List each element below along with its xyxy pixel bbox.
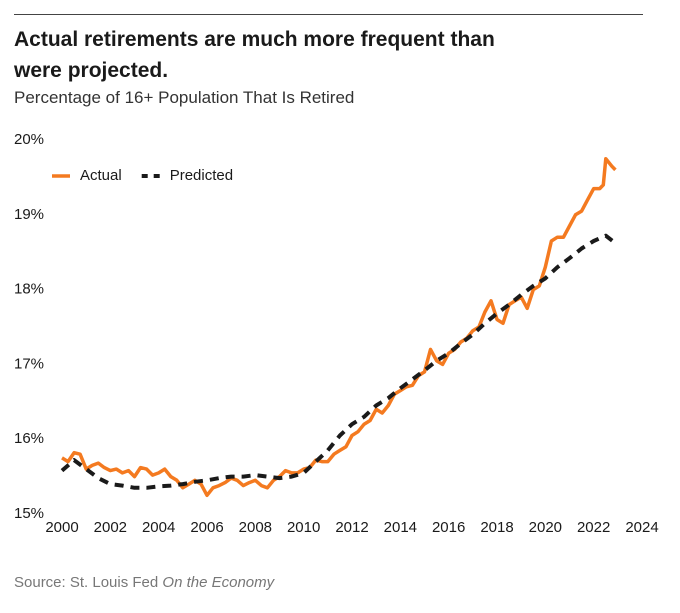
x-tick-label: 2006 [190, 519, 223, 536]
x-tick-label: 2022 [577, 519, 610, 536]
top-rule [14, 14, 643, 15]
source: Source: St. Louis Fed [14, 574, 159, 591]
y-tick-label: 20% [14, 131, 44, 148]
y-tick-label: 18% [14, 281, 44, 298]
y-tick-label: 19% [14, 206, 44, 223]
x-tick-label: 2008 [239, 519, 272, 536]
series-line [60, 233, 617, 490]
series-line [61, 156, 617, 498]
chart: 15% 16% 17% 18% 19% 20% 2000 2002 2004 2006 2008 20… [14, 131, 659, 536]
legend-label: Predicted [170, 167, 233, 184]
x-tick-label: 2004 [142, 519, 175, 536]
x-tick-label: 2014 [384, 519, 417, 536]
x-tick-label: 2016 [432, 519, 465, 536]
y-tick-label: 17% [14, 355, 44, 372]
x-tick-label: 2024 [625, 519, 658, 536]
y-tick-label: 15% [14, 505, 44, 522]
x-tick-label: 2010 [287, 519, 320, 536]
y-tick-label: 16% [14, 430, 44, 447]
x-tick-label: 2018 [480, 519, 513, 536]
source-publication: On the Economy [162, 574, 275, 591]
x-tick-label: 2000 [45, 519, 78, 536]
x-tick-label: 2012 [335, 519, 368, 536]
legend-label: Actual [80, 167, 122, 184]
source-note: Source: St. Louis Fed On the Economy [14, 574, 274, 591]
x-tick-label: 2020 [529, 519, 562, 536]
chart-title: Actual retirements are much more frequen… [14, 28, 495, 82]
chart-subtitle: Percentage of 16+ Population That Is Ret… [14, 88, 355, 107]
x-tick-label: 2002 [94, 519, 127, 536]
